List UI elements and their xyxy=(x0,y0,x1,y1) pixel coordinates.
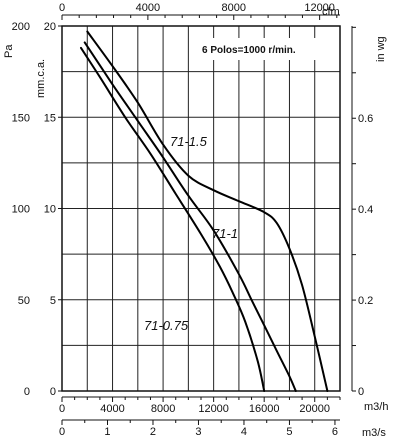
grid xyxy=(61,25,341,392)
pa-tick-label: 0 xyxy=(24,386,30,398)
cfm-axis-label: cfm xyxy=(322,6,340,18)
mmca-tick-label: 15 xyxy=(44,112,56,124)
m3s-tick-label: 6 xyxy=(332,426,338,438)
rpm-annotation: 6 Polos=1000 r/min. xyxy=(202,45,296,56)
cfm-tick-label: 0 xyxy=(59,2,65,14)
mmca-tick-label: 20 xyxy=(44,21,56,33)
m3s-tick-label: 2 xyxy=(150,426,156,438)
cfm-tick-label: 4000 xyxy=(136,2,160,14)
pa-axis-label: Pa xyxy=(3,44,15,58)
m3s-tick-label: 4 xyxy=(241,426,247,438)
curve-71-1 xyxy=(83,41,297,392)
m3h-tick-label: 12000 xyxy=(198,403,229,415)
curve-label-71-1: 71-1 xyxy=(212,226,238,241)
cfm-tick-label: 8000 xyxy=(222,2,246,14)
m3s-tick-label: 0 xyxy=(59,426,65,438)
pa-tick-label: 50 xyxy=(18,295,30,307)
m3s-axis-label: m3/s xyxy=(362,427,386,439)
inwg-axis-label: in wg xyxy=(375,36,387,62)
mmca-tick-label: 5 xyxy=(50,295,56,307)
m3h-tick-label: 16000 xyxy=(249,403,280,415)
annotation-box xyxy=(196,38,332,60)
m3s-tick-label: 3 xyxy=(195,426,201,438)
m3s-tick-label: 5 xyxy=(286,426,292,438)
cfm-tick-label: 12000 xyxy=(304,2,335,14)
m3h-tick-label: 0 xyxy=(59,403,65,415)
curve-label-71-0.75: 71-0.75 xyxy=(144,318,189,333)
mmca-tick-label: 10 xyxy=(44,204,56,216)
curve-71-0.75 xyxy=(80,46,266,392)
inwg-tick-label: 0.4 xyxy=(358,204,373,216)
m3h-tick-label: 4000 xyxy=(100,403,124,415)
m3h-axis-label: m3/h xyxy=(364,401,388,413)
pa-tick-label: 150 xyxy=(12,112,30,124)
curve-71-1.5 xyxy=(86,30,329,392)
inwg-tick-label: 0.6 xyxy=(358,113,373,125)
pa-tick-label: 100 xyxy=(12,204,30,216)
m3h-tick-label: 20000 xyxy=(299,403,330,415)
curve-label-71-1.5: 71-1.5 xyxy=(170,134,208,149)
mmca-axis-label: mm.c.a. xyxy=(35,59,47,98)
inwg-tick-label: 0.2 xyxy=(358,295,373,307)
m3h-tick-label: 8000 xyxy=(151,403,175,415)
pa-tick-label: 200 xyxy=(12,21,30,33)
inwg-tick-label: 0 xyxy=(358,386,364,398)
curves xyxy=(80,30,329,392)
mmca-tick-label: 0 xyxy=(50,386,56,398)
m3s-tick-label: 1 xyxy=(104,426,110,438)
